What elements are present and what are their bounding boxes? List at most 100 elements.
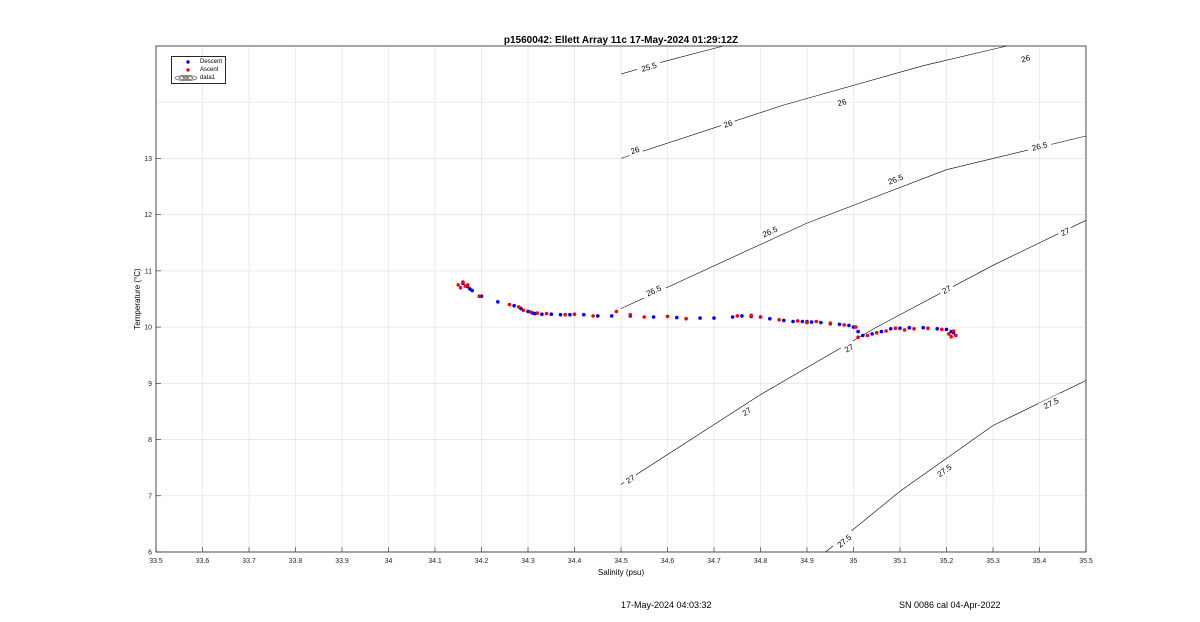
contour-label-bg (831, 529, 857, 553)
ascent-point (902, 328, 907, 332)
contour-label: 27.5 (831, 529, 857, 553)
ascent-point (949, 334, 953, 339)
ascent-point (461, 280, 465, 284)
x-tick-label: 34.1 (428, 558, 442, 565)
descent-point (470, 288, 475, 293)
ascent-point (795, 319, 800, 323)
contour-line-25-5 (620, 45, 724, 75)
ascent-point (951, 329, 956, 333)
descent-point (568, 312, 572, 317)
x-tick-label: 34.2 (475, 558, 489, 565)
contour-label: 26 (1017, 51, 1034, 66)
x-tick-label: 34 (385, 558, 393, 565)
descent-point (907, 325, 912, 330)
ascent-point (642, 315, 646, 319)
contour-label-bg (1017, 51, 1034, 66)
ascent-point (749, 313, 753, 318)
descent-point (558, 312, 563, 317)
contour-label: 27 (621, 470, 639, 487)
descent-point (712, 316, 716, 320)
x-tick-label: 35.2 (940, 558, 954, 565)
y-tick-label: 7 (148, 493, 152, 500)
descent-point (809, 320, 814, 324)
ascent-point (735, 314, 740, 318)
descent-point (870, 332, 874, 336)
y-tick-label: 10 (144, 325, 152, 332)
descent-point (935, 327, 939, 331)
contour-label-bg (882, 170, 909, 189)
ascent-point (572, 312, 577, 317)
contour-line-27-5 (825, 380, 1087, 553)
descent-point (819, 320, 823, 325)
ascent-point (926, 326, 930, 331)
ascent-point (912, 327, 916, 331)
contour-label-bg (640, 281, 667, 301)
x-tick-label: 34.4 (568, 558, 582, 565)
ascent-point (516, 305, 521, 309)
contour-label-bg (931, 459, 957, 482)
ascent-point (465, 283, 470, 287)
ascent-point (758, 315, 763, 319)
y-tick-label: 13 (144, 156, 152, 163)
footer-timestamp: 17-May-2024 04:03:32 (621, 600, 712, 610)
y-tick-label: 11 (145, 268, 152, 275)
contour-label-text: 26 (630, 145, 642, 157)
y-axis-label: Temperature (°C) (133, 268, 142, 330)
descent-point (791, 319, 795, 324)
legend-item-ascent: Ascent (172, 66, 225, 74)
contour-label-bg (738, 403, 756, 420)
contour-ellipse-icon (174, 75, 198, 81)
descent-point (768, 316, 772, 321)
y-axis-ticks: 6 7 8 9 10 11 12 13 (144, 156, 161, 557)
contour-label: 25.5 (635, 58, 662, 75)
ascent-point (507, 302, 512, 307)
ascent-point (884, 329, 888, 333)
contour-label: 27 (937, 281, 956, 298)
ascent-point (805, 320, 809, 325)
x-tick-label: 34.5 (614, 558, 628, 565)
descent-point (549, 312, 554, 317)
ascent-point (954, 333, 958, 338)
descent-point (944, 327, 949, 332)
ascent-point (777, 318, 781, 322)
density-contours (620, 45, 1087, 553)
ascent-marker-icon (186, 68, 190, 72)
contour-label-text: 25.5 (640, 61, 658, 74)
descent-point (837, 322, 842, 327)
contour-label-bg (1038, 393, 1065, 413)
contour-label-bg (719, 116, 737, 131)
x-tick-label: 34.7 (707, 558, 721, 565)
contour-label: 26.5 (640, 281, 667, 301)
contour-label-bg (937, 281, 956, 298)
x-tick-label: 33.8 (289, 558, 303, 565)
descent-point (582, 312, 586, 317)
ascent-point (544, 311, 549, 316)
chart-title: p1560042: Ellett Array 11c 17-May-2024 0… (504, 35, 738, 46)
x-tick-label: 33.5 (149, 558, 163, 565)
descent-point (730, 315, 735, 319)
legend-label-data1: data1 (200, 75, 216, 81)
descent-point (861, 333, 865, 338)
y-tick-label: 6 (148, 550, 152, 557)
ascent-point (684, 316, 688, 321)
descent-point (496, 300, 500, 304)
x-tick-label: 33.6 (196, 558, 210, 565)
contour-label: 27 (1056, 223, 1074, 240)
x-tick-label: 34.3 (521, 558, 535, 565)
contour-label-bg (626, 143, 644, 157)
contour-line-26-5 (620, 135, 1087, 309)
ascent-point (456, 283, 461, 287)
descent-point (888, 327, 893, 331)
ascent-point (521, 308, 526, 313)
footer-serial-calibration: SN 0086 cal 04-Apr-2022 (899, 600, 1001, 610)
descent-point (898, 326, 902, 331)
contour-label-bg (1026, 138, 1053, 154)
descent-point (651, 315, 656, 319)
contour-label: 27.5 (931, 459, 957, 482)
ascent-point (591, 314, 595, 318)
ascent-point (528, 310, 533, 314)
y-tick-label: 8 (148, 437, 152, 444)
ascent-point (458, 286, 463, 290)
x-tick-label: 34.6 (661, 558, 675, 565)
